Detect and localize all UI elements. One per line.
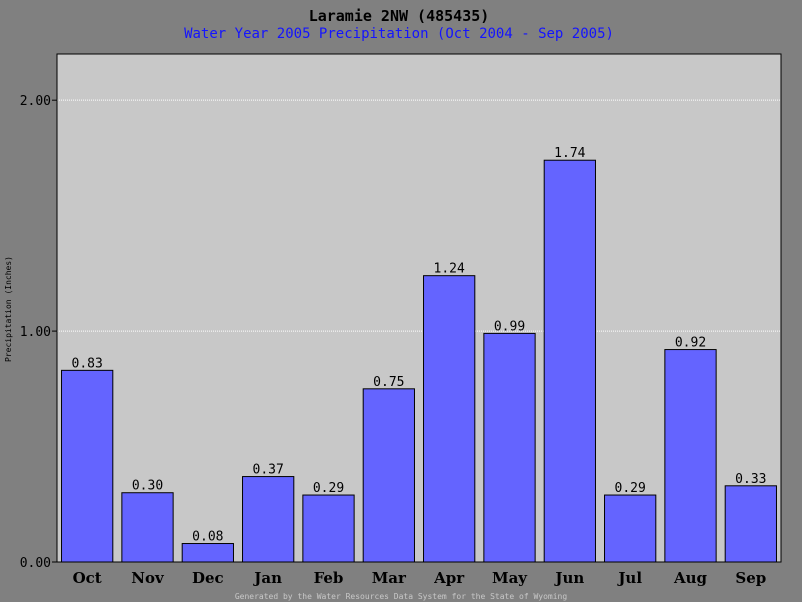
x-tick-label: Oct	[73, 569, 102, 587]
x-tick-label: Jul	[616, 569, 642, 587]
x-tick-label: Apr	[433, 569, 465, 587]
bar-nov	[121, 492, 174, 563]
x-tick-label: May	[492, 569, 528, 587]
y-tick-label: 2.00	[20, 94, 51, 109]
data-label: 0.33	[735, 472, 766, 487]
data-label: 0.99	[494, 319, 525, 334]
chart-subtitle: Water Year 2005 Precipitation (Oct 2004 …	[184, 26, 614, 42]
y-tick-label: 1.00	[20, 325, 51, 340]
bar-oct	[61, 369, 114, 563]
data-label: 1.24	[434, 262, 465, 277]
data-label: 0.92	[675, 336, 706, 351]
x-tick-label: Aug	[673, 569, 708, 587]
footer-credit: Generated by the Water Resources Data Sy…	[235, 592, 568, 601]
x-tick-label: Nov	[131, 569, 165, 587]
x-tick-label: Jan	[252, 569, 282, 587]
x-tick-label: Feb	[314, 569, 344, 587]
bar-sep	[724, 485, 777, 563]
data-label: 0.29	[615, 481, 646, 496]
data-label: 0.83	[72, 356, 103, 371]
bar-jul	[604, 494, 657, 563]
data-label: 0.30	[132, 479, 163, 494]
bar-mar	[362, 388, 415, 563]
data-label: 1.74	[554, 146, 585, 161]
bar-jun	[543, 159, 596, 563]
bar-jan	[242, 476, 295, 563]
data-label: 0.75	[373, 375, 404, 390]
x-tick-label: Sep	[735, 569, 766, 587]
bar-apr	[423, 275, 476, 563]
y-tick-label: 0.00	[20, 556, 51, 571]
data-label: 0.37	[253, 463, 284, 478]
x-tick-label: Mar	[372, 569, 407, 587]
plot-background	[56, 53, 782, 563]
bar-aug	[664, 349, 717, 563]
x-tick-label: Jun	[553, 569, 584, 587]
chart-title: Laramie 2NW (485435)	[309, 7, 490, 25]
bar-dec	[181, 543, 234, 563]
bar-may	[483, 332, 536, 563]
data-label: 0.29	[313, 481, 344, 496]
x-tick-label: Dec	[192, 569, 224, 587]
plot-area: 0.00 1.00 2.00 0.83 Oct 0.30 Nov 0.08 Dec 0.37 Jan…	[20, 53, 782, 587]
bar-feb	[302, 494, 355, 563]
y-axis-label: Precipitation (Inches)	[4, 256, 13, 362]
data-label: 0.08	[192, 530, 223, 545]
